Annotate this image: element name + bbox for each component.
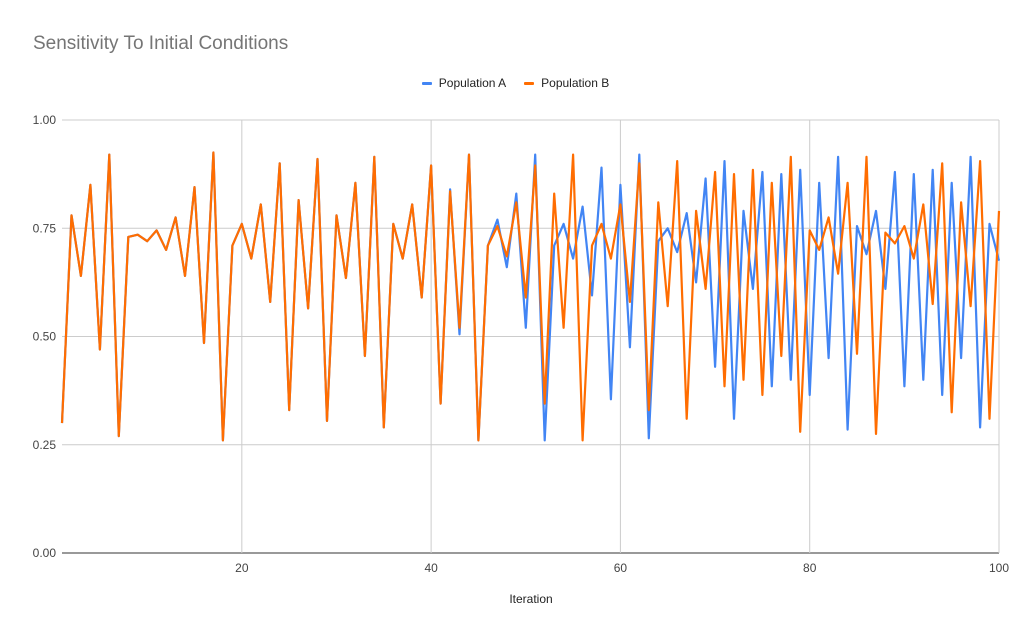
y-tick-label: 1.00 bbox=[33, 113, 57, 127]
y-tick-label: 0.50 bbox=[33, 330, 57, 344]
x-tick-label: 40 bbox=[424, 561, 438, 575]
x-axis-label: Iteration bbox=[509, 592, 553, 606]
legend-item-population-b[interactable]: Population B bbox=[524, 76, 609, 90]
x-tick-label: 100 bbox=[989, 561, 1009, 575]
series-line-population-a bbox=[60, 151, 1001, 442]
y-tick-label: 0.75 bbox=[33, 221, 57, 235]
y-tick-label: 0.00 bbox=[33, 546, 57, 560]
series-line-population-b bbox=[60, 151, 1001, 442]
y-tick-label: 0.25 bbox=[33, 438, 57, 452]
legend-label-b: Population B bbox=[541, 76, 610, 90]
x-tick-label: 20 bbox=[235, 561, 249, 575]
legend-item-population-a[interactable]: Population A bbox=[421, 76, 507, 90]
legend-label-a: Population A bbox=[438, 76, 507, 90]
x-tick-label: 60 bbox=[614, 561, 628, 575]
chart-title: Sensitivity To Initial Conditions bbox=[33, 33, 289, 54]
legend-swatch-a bbox=[421, 81, 432, 85]
legend: Population A Population B bbox=[0, 76, 1031, 90]
x-tick-label: 80 bbox=[803, 561, 817, 575]
legend-swatch-b bbox=[524, 81, 535, 85]
